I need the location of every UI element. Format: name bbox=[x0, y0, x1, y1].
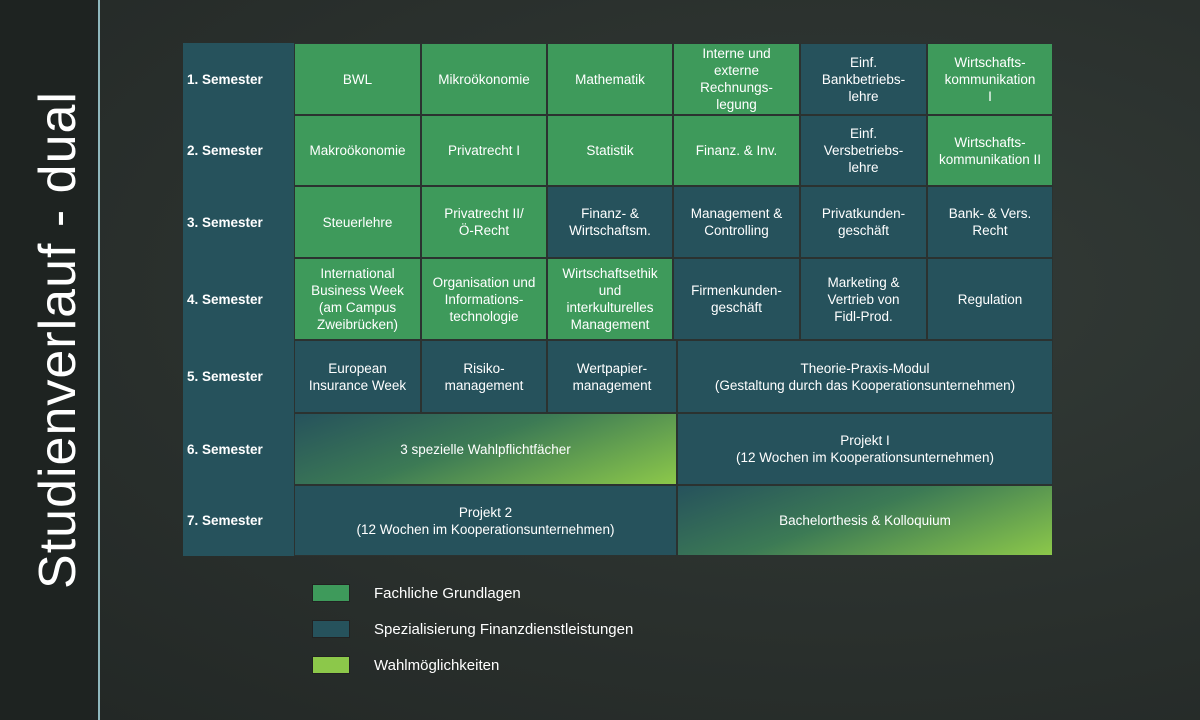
legend-spezialisierung: Spezialisierung Finanzdienstleistungen bbox=[312, 619, 633, 639]
module-versbetriebslehre: Einf. Versbetriebs- lehre bbox=[800, 115, 927, 186]
semester-label-1: 1. Semester bbox=[183, 43, 294, 115]
module-bachelorthesis: Bachelorthesis & Kolloquium bbox=[677, 485, 1053, 556]
module-management-controlling: Management & Controlling bbox=[673, 186, 800, 258]
semester-label-7: 7. Semester bbox=[183, 485, 294, 556]
module-marketing-vertrieb: Marketing & Vertrieb von Fidl-Prod. bbox=[800, 258, 927, 340]
module-organisation-it: Organisation und Informations- technolog… bbox=[421, 258, 547, 340]
module-mikrooekonomie: Mikroökonomie bbox=[421, 43, 547, 115]
module-bankbetriebslehre: Einf. Bankbetriebs- lehre bbox=[800, 43, 927, 115]
module-mathematik: Mathematik bbox=[547, 43, 673, 115]
page-title: Studienverlauf - dual bbox=[29, 91, 87, 589]
module-projekt-2: Projekt 2 (12 Wochen im Kooperationsunte… bbox=[294, 485, 677, 556]
legend-grundlagen: Fachliche Grundlagen bbox=[312, 583, 521, 603]
semester-label-5: 5. Semester bbox=[183, 340, 294, 413]
legend-wahl: Wahlmöglichkeiten bbox=[312, 655, 499, 675]
module-theorie-praxis: Theorie-Praxis-Modul (Gestaltung durch d… bbox=[677, 340, 1053, 413]
legend-swatch-grundlagen bbox=[312, 584, 350, 602]
module-finanz-wirtschaftsm: Finanz- & Wirtschaftsm. bbox=[547, 186, 673, 258]
module-finanz-inv: Finanz. & Inv. bbox=[673, 115, 800, 186]
module-risikomanagement: Risiko- management bbox=[421, 340, 547, 413]
legend-swatch-wahl bbox=[312, 656, 350, 674]
module-wahlpflichtfaecher: 3 spezielle Wahlpflichtfächer bbox=[294, 413, 677, 485]
module-wirtschaftskommunikation-1: Wirtschafts- kommunikation I bbox=[927, 43, 1053, 115]
module-bank-vers-recht: Bank- & Vers. Recht bbox=[927, 186, 1053, 258]
module-bwl: BWL bbox=[294, 43, 421, 115]
module-rechnungslegung: Interne und externe Rechnungs- legung bbox=[673, 43, 800, 115]
module-wertpapiermanagement: Wertpapier- management bbox=[547, 340, 677, 413]
semester-label-4: 4. Semester bbox=[183, 258, 294, 340]
module-projekt-1: Projekt I (12 Wochen im Kooperationsunte… bbox=[677, 413, 1053, 485]
module-privatrecht-2: Privatrecht II/ Ö-Recht bbox=[421, 186, 547, 258]
semester-label-6: 6. Semester bbox=[183, 413, 294, 485]
module-wirtschaftskommunikation-2: Wirtschafts- kommunikation II bbox=[927, 115, 1053, 186]
module-european-insurance-week: European Insurance Week bbox=[294, 340, 421, 413]
legend-label-wahl: Wahlmöglichkeiten bbox=[374, 656, 500, 674]
module-statistik: Statistik bbox=[547, 115, 673, 186]
module-privatkundengeschaeft: Privatkunden- geschäft bbox=[800, 186, 927, 258]
side-panel bbox=[0, 0, 98, 720]
module-privatrecht-1: Privatrecht I bbox=[421, 115, 547, 186]
legend-label-grundlagen: Fachliche Grundlagen bbox=[374, 584, 521, 602]
legend-label-spezialisierung: Spezialisierung Finanzdienstleistungen bbox=[374, 620, 634, 638]
module-wirtschaftsethik: Wirtschaftsethik und interkulturelles Ma… bbox=[547, 258, 673, 340]
side-divider bbox=[98, 0, 100, 720]
module-firmenkundengeschaeft: Firmenkunden- geschäft bbox=[673, 258, 800, 340]
module-steuerlehre: Steuerlehre bbox=[294, 186, 421, 258]
semester-label-2: 2. Semester bbox=[183, 115, 294, 186]
module-regulation: Regulation bbox=[927, 258, 1053, 340]
legend-swatch-spezialisierung bbox=[312, 620, 350, 638]
module-international-business-week: International Business Week (am Campus Z… bbox=[294, 258, 421, 340]
module-makrooekonomie: Makroökonomie bbox=[294, 115, 421, 186]
semester-label-3: 3. Semester bbox=[183, 186, 294, 258]
